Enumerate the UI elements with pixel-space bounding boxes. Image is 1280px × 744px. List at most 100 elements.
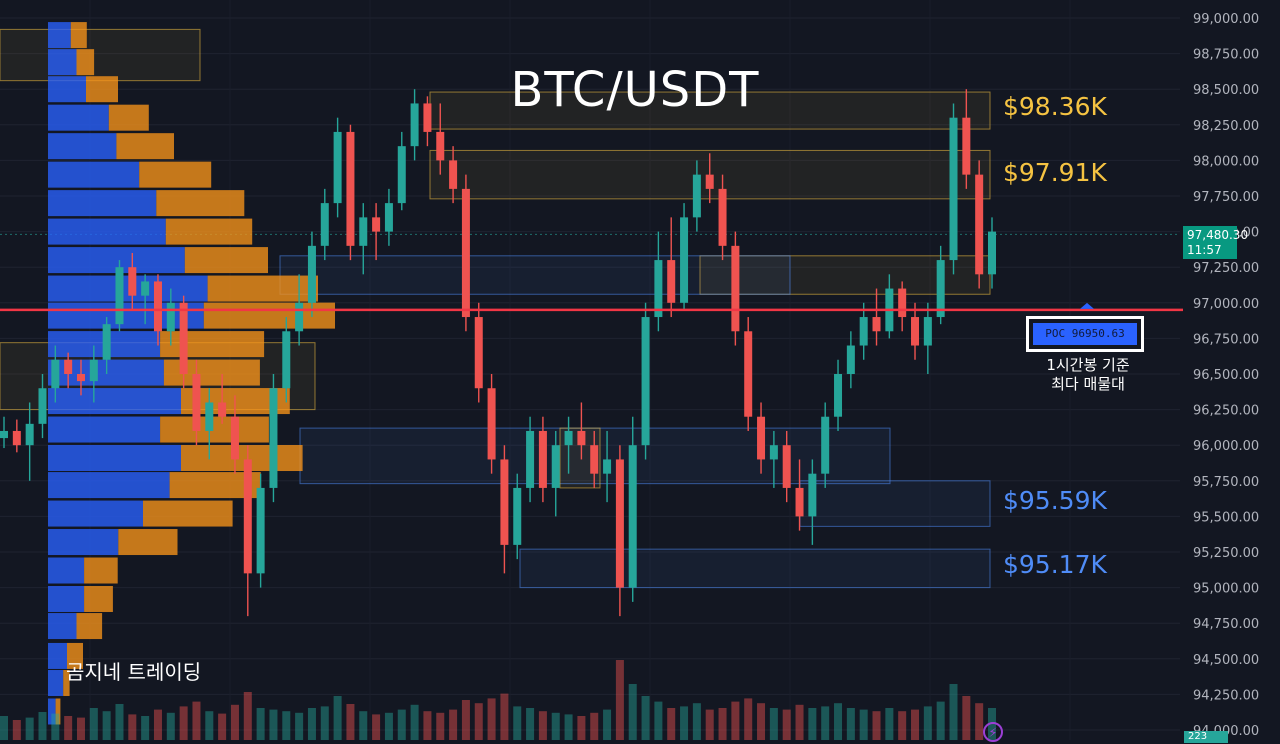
candle-body: [872, 317, 881, 332]
volume-bar: [692, 703, 701, 740]
candle-body: [782, 445, 791, 488]
candle-body: [500, 459, 509, 545]
profile-bar-up: [48, 445, 181, 472]
candle-body: [474, 317, 483, 389]
profile-bar-down: [70, 22, 87, 49]
volume-bar: [744, 698, 753, 740]
profile-bar-down: [108, 104, 149, 131]
volume-bar: [782, 709, 791, 740]
candle-body: [166, 302, 175, 332]
profile-bar-down: [139, 161, 212, 188]
profile-bar-up: [48, 472, 170, 499]
y-tick-label: 95,250.00: [1193, 546, 1259, 561]
candle-body: [705, 174, 714, 189]
candle-body: [179, 302, 188, 374]
candle-body: [128, 267, 137, 296]
volume-bar: [885, 708, 894, 740]
volume-bar: [295, 712, 304, 740]
volume-bar: [282, 711, 291, 740]
candle-body: [538, 430, 547, 488]
profile-bar-up: [48, 190, 157, 217]
volume-bar: [538, 711, 547, 740]
volume-bar: [0, 716, 8, 740]
volume-bar: [243, 692, 252, 740]
y-tick-label: 94,500.00: [1193, 653, 1259, 668]
y-tick-label: 98,750.00: [1193, 48, 1259, 63]
profile-bar-down: [184, 247, 268, 274]
candle-body: [526, 430, 535, 488]
profile-bar-up: [48, 302, 204, 329]
candle-body: [436, 131, 445, 161]
poc-note-line1: 1시간봉 기준: [1046, 356, 1130, 374]
y-tick-label: 94,250.00: [1193, 688, 1259, 703]
volume-bar: [102, 711, 111, 740]
profile-bar-up: [48, 133, 117, 160]
y-tick-label: 94,750.00: [1193, 617, 1259, 632]
zone-support: [519, 548, 991, 589]
candle-body: [192, 374, 201, 431]
candle-body: [487, 388, 496, 460]
volume-bar: [12, 720, 21, 740]
profile-bar-down: [84, 585, 113, 612]
candle-body: [680, 217, 689, 303]
profile-bar-up: [48, 557, 85, 584]
volume-bar: [808, 708, 817, 740]
volume-bar: [680, 706, 689, 740]
profile-bar-up: [48, 275, 208, 302]
volume-bar: [269, 709, 278, 740]
candle-body: [372, 217, 381, 232]
candle-body: [590, 445, 599, 474]
volume-bar: [603, 709, 612, 740]
price-axis[interactable]: 99,000.00 98,750.00 98,500.00 98,250.00 98,0…: [1193, 12, 1259, 739]
poc-label-box: POC 96950.63: [1026, 316, 1144, 352]
y-tick-label: 96,000.00: [1193, 439, 1259, 454]
profile-bar-down: [143, 500, 233, 527]
volume-bar: [846, 708, 855, 740]
profile-bar-down: [181, 445, 303, 472]
profile-bar-up: [48, 500, 143, 527]
volume-bar: [423, 711, 432, 740]
profile-bar-down: [118, 529, 178, 556]
volume-bar: [911, 709, 920, 740]
volume-bar: [551, 712, 560, 740]
y-tick-label: 98,500.00: [1193, 83, 1259, 98]
candle-body: [718, 188, 727, 246]
volume-bar: [128, 714, 137, 740]
candle-body: [320, 203, 329, 246]
poc-note-line2: 최다 매물대: [1051, 375, 1125, 393]
poc-line: [0, 302, 1183, 312]
profile-bar-down: [76, 49, 95, 76]
candle-body: [269, 388, 278, 488]
candle-body: [513, 487, 522, 545]
candle-body: [744, 331, 753, 417]
profile-bar-up: [48, 585, 85, 612]
candle-body: [654, 260, 663, 318]
volume-bar: [89, 708, 98, 740]
y-tick-label: 97,750.00: [1193, 190, 1259, 205]
volume-bar: [500, 693, 509, 740]
candle-body: [923, 317, 932, 346]
lightning-icon[interactable]: ⚡: [983, 722, 1003, 742]
y-tick-label: 96,750.00: [1193, 332, 1259, 347]
y-tick-label: 95,500.00: [1193, 510, 1259, 525]
y-tick-label: 97,000.00: [1193, 297, 1259, 312]
volume-bar: [51, 713, 60, 740]
candle-body: [846, 345, 855, 374]
profile-bar-down: [165, 218, 253, 245]
level-label-97910: $97.91K: [1003, 158, 1107, 187]
candle-body: [911, 317, 920, 346]
volume-bar: [641, 696, 650, 740]
candle-body: [628, 445, 637, 588]
profile-bar-up: [48, 22, 71, 49]
candle-body: [12, 430, 21, 446]
y-tick-label: 97,250.00: [1193, 261, 1259, 276]
volume-bar: [461, 700, 470, 740]
candle-body: [89, 359, 98, 382]
candle-body: [423, 103, 432, 132]
candle-body: [577, 430, 586, 446]
volume-bar: [872, 711, 881, 740]
volume-bar: [76, 717, 85, 740]
y-tick-label: 96,500.00: [1193, 368, 1259, 383]
candle-body: [692, 174, 701, 218]
